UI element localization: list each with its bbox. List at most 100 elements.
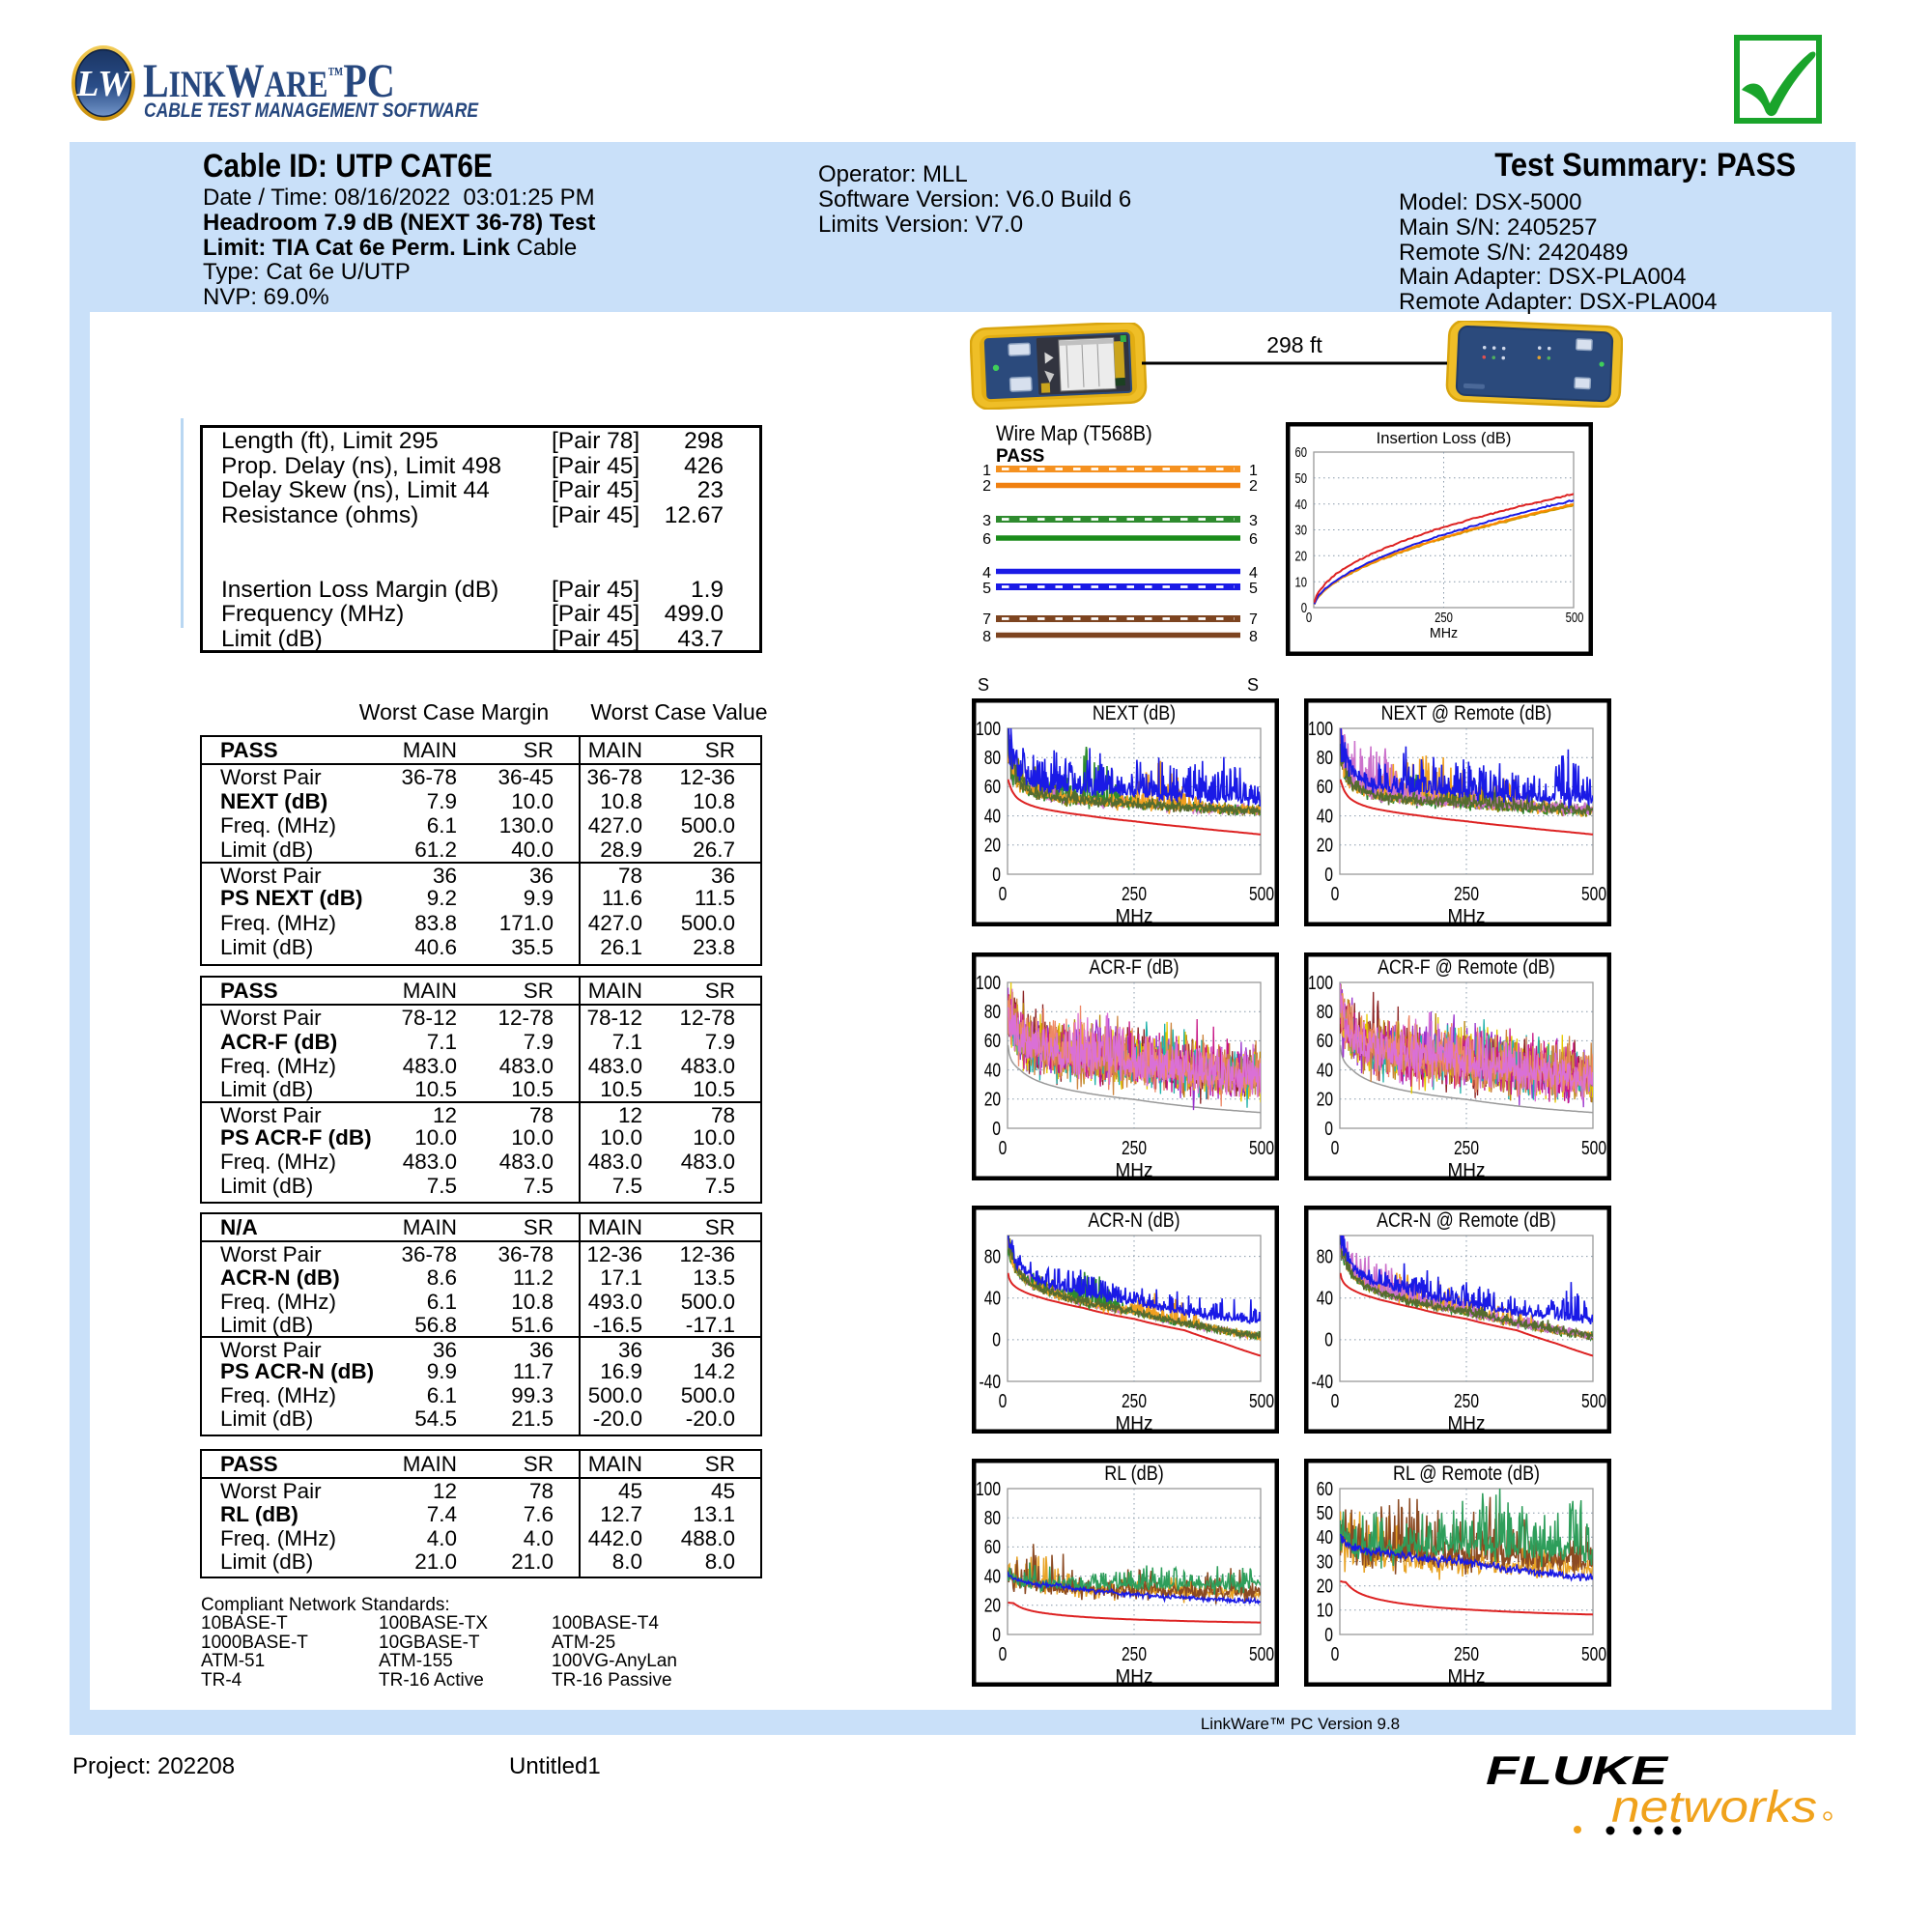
svg-text:MHz: MHz xyxy=(1116,1160,1153,1180)
svg-text:250: 250 xyxy=(1122,884,1147,905)
svg-text:ACR-N (dB): ACR-N (dB) xyxy=(1088,1209,1179,1232)
svg-text:10: 10 xyxy=(1295,574,1308,590)
svg-text:0: 0 xyxy=(999,1391,1008,1412)
svg-text:500: 500 xyxy=(1249,884,1274,905)
svg-text:4: 4 xyxy=(1249,565,1258,582)
svg-text:7: 7 xyxy=(982,611,991,628)
svg-text:250: 250 xyxy=(1122,1138,1147,1159)
svg-text:250: 250 xyxy=(1122,1644,1147,1665)
svg-text:MHz: MHz xyxy=(1448,906,1486,926)
svg-text:20: 20 xyxy=(984,1596,1001,1617)
svg-text:60: 60 xyxy=(984,1031,1001,1052)
svg-text:1: 1 xyxy=(1249,463,1258,479)
svg-text:500: 500 xyxy=(1249,1644,1274,1665)
svg-text:60: 60 xyxy=(984,1537,1001,1558)
svg-text:40: 40 xyxy=(1317,806,1333,827)
svg-text:100: 100 xyxy=(1308,719,1333,740)
svg-text:10: 10 xyxy=(1317,1601,1333,1622)
svg-text:250: 250 xyxy=(1454,884,1479,905)
svg-text:20: 20 xyxy=(1295,548,1308,564)
svg-text:60: 60 xyxy=(1295,444,1308,461)
svg-text:-40: -40 xyxy=(980,1372,1002,1393)
svg-text:4: 4 xyxy=(982,565,991,582)
svg-text:0: 0 xyxy=(1301,600,1307,616)
svg-text:500: 500 xyxy=(1581,1391,1606,1412)
svg-text:0: 0 xyxy=(1324,1119,1333,1140)
svg-text:MHz: MHz xyxy=(1116,1413,1153,1434)
svg-text:30: 30 xyxy=(1317,1551,1333,1573)
svg-text:Wire Map (T568B): Wire Map (T568B) xyxy=(996,421,1152,445)
svg-text:CABLE TEST MANAGEMENT SOFTWARE: CABLE TEST MANAGEMENT SOFTWARE xyxy=(144,99,479,122)
svg-text:RL (dB): RL (dB) xyxy=(1104,1463,1164,1485)
svg-text:250: 250 xyxy=(1454,1391,1479,1412)
svg-text:60: 60 xyxy=(1317,1479,1333,1500)
svg-text:0: 0 xyxy=(1331,884,1340,905)
svg-text:100: 100 xyxy=(1308,973,1333,994)
svg-text:0: 0 xyxy=(999,1644,1008,1665)
svg-text:0: 0 xyxy=(992,1330,1001,1351)
svg-text:50: 50 xyxy=(1295,470,1308,487)
svg-text:0: 0 xyxy=(1331,1138,1340,1159)
svg-text:50: 50 xyxy=(1317,1503,1333,1524)
svg-text:MHz: MHz xyxy=(1448,1160,1486,1180)
svg-text:500: 500 xyxy=(1249,1138,1274,1159)
svg-text:MHz: MHz xyxy=(1430,625,1458,641)
svg-text:80: 80 xyxy=(984,1508,1001,1529)
svg-text:0: 0 xyxy=(992,1625,1001,1646)
svg-text:40: 40 xyxy=(984,1060,1001,1081)
svg-text:80: 80 xyxy=(1317,748,1333,769)
svg-text:8: 8 xyxy=(982,629,991,645)
svg-text:LW: LW xyxy=(75,64,133,104)
svg-text:0: 0 xyxy=(999,884,1008,905)
svg-text:0: 0 xyxy=(1324,1330,1333,1351)
svg-text:20: 20 xyxy=(1317,1090,1333,1111)
svg-text:0: 0 xyxy=(1331,1644,1340,1665)
svg-text:80: 80 xyxy=(984,748,1001,769)
svg-text:0: 0 xyxy=(999,1138,1008,1159)
svg-text:40: 40 xyxy=(1317,1289,1333,1310)
svg-text:100: 100 xyxy=(976,719,1001,740)
svg-text:5: 5 xyxy=(982,581,991,597)
svg-text:80: 80 xyxy=(1317,1002,1333,1023)
svg-text:ACR-F @ Remote (dB): ACR-F @ Remote (dB) xyxy=(1378,956,1555,979)
svg-text:ACR-N @ Remote (dB): ACR-N @ Remote (dB) xyxy=(1377,1209,1556,1232)
svg-text:5: 5 xyxy=(1249,581,1258,597)
svg-text:40: 40 xyxy=(984,1289,1001,1310)
svg-text:PASS: PASS xyxy=(996,446,1044,467)
svg-text:0: 0 xyxy=(1331,1391,1340,1412)
svg-text:MHz: MHz xyxy=(1116,906,1153,926)
svg-text:60: 60 xyxy=(1317,777,1333,798)
svg-text:250: 250 xyxy=(1454,1644,1479,1665)
svg-text:LINKWARE™PC: LINKWARE™PC xyxy=(143,54,395,107)
svg-text:20: 20 xyxy=(984,1090,1001,1111)
svg-text:500: 500 xyxy=(1581,1138,1606,1159)
svg-text:Insertion Loss (dB): Insertion Loss (dB) xyxy=(1377,429,1512,447)
svg-text:80: 80 xyxy=(984,1246,1001,1267)
svg-text:20: 20 xyxy=(1317,1577,1333,1598)
svg-text:500: 500 xyxy=(1566,610,1584,626)
svg-text:3: 3 xyxy=(982,513,991,529)
svg-text:NEXT @ Remote (dB): NEXT @ Remote (dB) xyxy=(1381,702,1552,724)
svg-text:ACR-F (dB): ACR-F (dB) xyxy=(1089,956,1179,979)
svg-text:7: 7 xyxy=(1249,611,1258,628)
svg-text:8: 8 xyxy=(1249,629,1258,645)
svg-text:1: 1 xyxy=(982,463,991,479)
svg-text:FLUKE: FLUKE xyxy=(1486,1747,1670,1793)
svg-text:20: 20 xyxy=(984,836,1001,857)
svg-text:500: 500 xyxy=(1581,884,1606,905)
svg-text:0: 0 xyxy=(992,865,1001,886)
svg-text:250: 250 xyxy=(1454,1138,1479,1159)
svg-text:40: 40 xyxy=(984,806,1001,827)
svg-text:100: 100 xyxy=(976,973,1001,994)
svg-text:20: 20 xyxy=(1317,836,1333,857)
svg-text:40: 40 xyxy=(984,1566,1001,1587)
svg-text:6: 6 xyxy=(982,531,991,548)
svg-text:40: 40 xyxy=(1295,497,1308,513)
svg-text:RL @ Remote (dB): RL @ Remote (dB) xyxy=(1393,1463,1540,1485)
svg-text:60: 60 xyxy=(984,777,1001,798)
svg-text:60: 60 xyxy=(1317,1031,1333,1052)
svg-text:6: 6 xyxy=(1249,531,1258,548)
svg-text:40: 40 xyxy=(1317,1060,1333,1081)
svg-text:40: 40 xyxy=(1317,1527,1333,1548)
svg-text:networks: networks xyxy=(1611,1781,1817,1832)
